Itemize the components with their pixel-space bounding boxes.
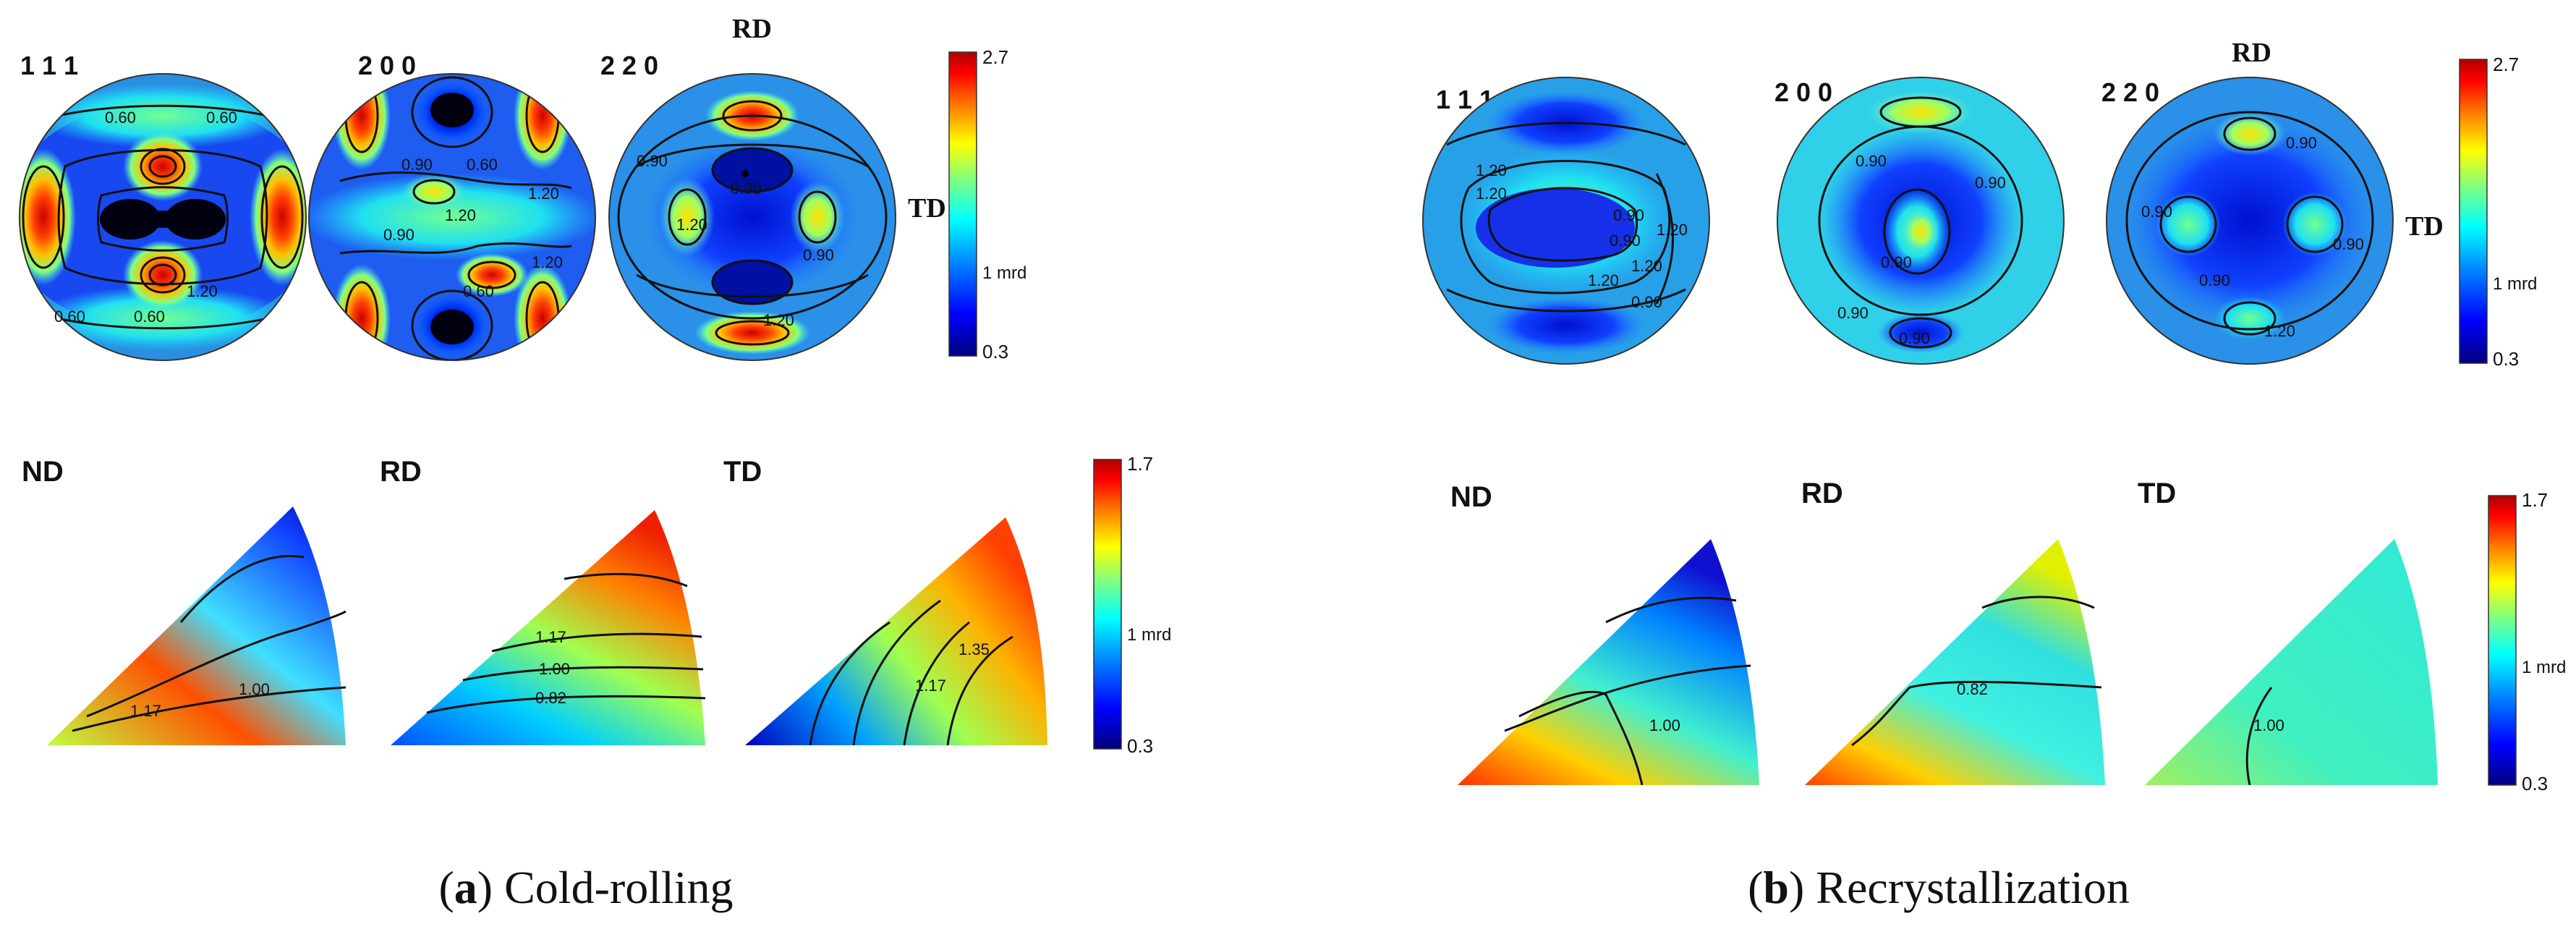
- contour-label: 1.20: [2264, 322, 2295, 340]
- axis-td-label: TD: [2405, 211, 2444, 242]
- ipf-label: RD: [380, 456, 422, 488]
- caption-letter: a: [454, 862, 477, 913]
- contour-label: 0.90: [1837, 304, 1869, 322]
- colorbar-mid: 1 mrd: [982, 263, 1026, 283]
- contour-label: 1.20: [1476, 161, 1507, 179]
- contour-label: 1.20: [528, 185, 559, 203]
- panel-a: 1 1 1: [19, 14, 1171, 913]
- colorbar-min: 0.3: [1127, 735, 1153, 757]
- ipf-a-td: TD 1.35 1.17: [723, 456, 1047, 746]
- caption-letter: b: [1763, 862, 1789, 913]
- pole-figure-b-220: 2 2 0 RD TD 0.90 0.90 0.90 0.90 1.20: [2101, 38, 2444, 365]
- colorbar-mid: 1 mrd: [1127, 625, 1171, 645]
- ipf-b-rd: RD 0.82: [1801, 478, 2105, 785]
- contour-label: 1.20: [532, 253, 563, 271]
- axis-td-label: TD: [908, 193, 946, 224]
- contour-label: 0.90: [1610, 232, 1641, 250]
- ipf-label: TD: [723, 456, 762, 488]
- contour-label: 1.20: [1476, 185, 1507, 203]
- caption-text: Cold-rolling: [504, 862, 733, 913]
- contour-label: 1.00: [239, 680, 270, 698]
- colorbar-pole-b: 2.7 1 mrd 0.3: [2459, 54, 2537, 370]
- caption-text: Recrystallization: [1816, 862, 2130, 913]
- contour-label: 0.90: [637, 152, 668, 170]
- colorbar-mid: 1 mrd: [2493, 274, 2537, 294]
- ipf-label: ND: [1450, 481, 1492, 513]
- colorbar-min: 0.3: [2493, 348, 2519, 370]
- contour-label: 0.82: [535, 689, 566, 707]
- contour-label: 0.90: [2199, 271, 2230, 289]
- pole-figure-label: 2 0 0: [358, 51, 416, 80]
- ipf-b-td: TD 1.00: [2138, 478, 2438, 786]
- panel-b: 1 1 1 1.20 1.20 1.20 0.90 0.90 1.20 1.20: [1422, 38, 2566, 913]
- contour-label: 0.90: [1975, 174, 2006, 192]
- contour-label: 0.90: [383, 226, 415, 244]
- colorbar-mid: 1 mrd: [2522, 658, 2566, 677]
- contour-label: 0.90: [2333, 235, 2364, 253]
- colorbar-min: 0.3: [982, 341, 1008, 362]
- colorbar-ipf-a: 1.7 1 mrd 0.3: [1093, 453, 1171, 757]
- axis-rd-label: RD: [2232, 38, 2271, 68]
- contour-label: 0.60: [134, 308, 165, 326]
- pole-figure-label: 1 1 1: [20, 51, 78, 80]
- ipf-b-nd: ND 1.00: [1450, 481, 1759, 786]
- axis-rd-label: RD: [732, 14, 772, 44]
- contour-label: 1.35: [958, 640, 990, 658]
- colorbar-max: 2.7: [982, 46, 1008, 68]
- colorbar-max: 1.7: [2522, 489, 2548, 511]
- contour-label: 1.20: [1588, 271, 1619, 289]
- contour-label: 1.20: [763, 311, 794, 329]
- contour-label: 0.90: [1613, 206, 1644, 224]
- colorbar-ipf-b: 1.7 1 mrd 0.3: [2488, 489, 2566, 794]
- colorbar-min: 0.3: [2522, 773, 2548, 794]
- pole-figure-label: 2 0 0: [1774, 77, 1832, 107]
- contour-label: 1.17: [915, 677, 946, 695]
- contour-label: 0.60: [206, 109, 237, 127]
- contour-label: 1.20: [1631, 257, 1662, 275]
- colorbar-max: 2.7: [2493, 54, 2519, 75]
- pole-figure-label: 2 2 0: [600, 51, 658, 80]
- pole-figure-a-200: 2 0 0: [308, 51, 596, 361]
- contour-label: 0.90: [401, 156, 433, 174]
- contour-label: 0.90: [1856, 152, 1887, 170]
- contour-label: 0.90: [731, 179, 762, 198]
- contour-label: 0.82: [1957, 680, 1988, 698]
- contour-label: 0.60: [463, 282, 494, 300]
- contour-label: 1.20: [187, 282, 218, 300]
- contour-label: 0.90: [2286, 134, 2317, 152]
- contour-label: 1.20: [445, 206, 476, 224]
- contour-label: 1.00: [1649, 716, 1680, 734]
- contour-label: 1.17: [535, 628, 566, 646]
- pole-figure-label: 2 2 0: [2101, 77, 2159, 107]
- ipf-a-nd: ND 1.17 1.00: [22, 456, 347, 745]
- colorbar-pole-a: 2.7 1 mrd 0.3: [948, 46, 1026, 362]
- contour-label: 0.90: [1899, 329, 1930, 347]
- contour-label: 1.20: [676, 216, 707, 234]
- ipf-label: ND: [22, 456, 64, 488]
- contour-label: 0.60: [467, 156, 498, 174]
- contour-label: 1.00: [539, 660, 570, 678]
- colorbar-max: 1.7: [1127, 453, 1153, 475]
- pole-figure-b-111: 1 1 1 1.20 1.20 1.20 0.90 0.90 1.20 1.20: [1422, 77, 1710, 365]
- contour-label: 0.90: [1631, 293, 1662, 311]
- ipf-label: TD: [2138, 478, 2176, 509]
- ipf-a-rd: RD 1.17 1.00 0.82: [380, 456, 706, 745]
- contour-label: 0.60: [105, 109, 136, 127]
- pole-figure-a-111: 1 1 1: [19, 51, 307, 361]
- contour-label: 1.20: [1657, 221, 1688, 239]
- contour-label: 1.00: [2253, 716, 2284, 734]
- contour-label: 0.90: [803, 246, 834, 264]
- ipf-label: RD: [1801, 478, 1843, 509]
- contour-label: 1.17: [130, 702, 161, 720]
- caption-b: (b) Recrystallization: [1748, 862, 2130, 913]
- pole-figure-b-200: 2 0 0 0.90 0.90 0.90 0.90 0.90: [1774, 77, 2065, 365]
- pole-figure-a-220: 2 2 0 RD TD: [600, 14, 946, 361]
- contour-label: 0.90: [2141, 203, 2172, 221]
- contour-label: 0.60: [54, 308, 85, 326]
- caption-a: (a) Cold-rolling: [438, 862, 733, 913]
- contour-label: 0.90: [1881, 253, 1912, 271]
